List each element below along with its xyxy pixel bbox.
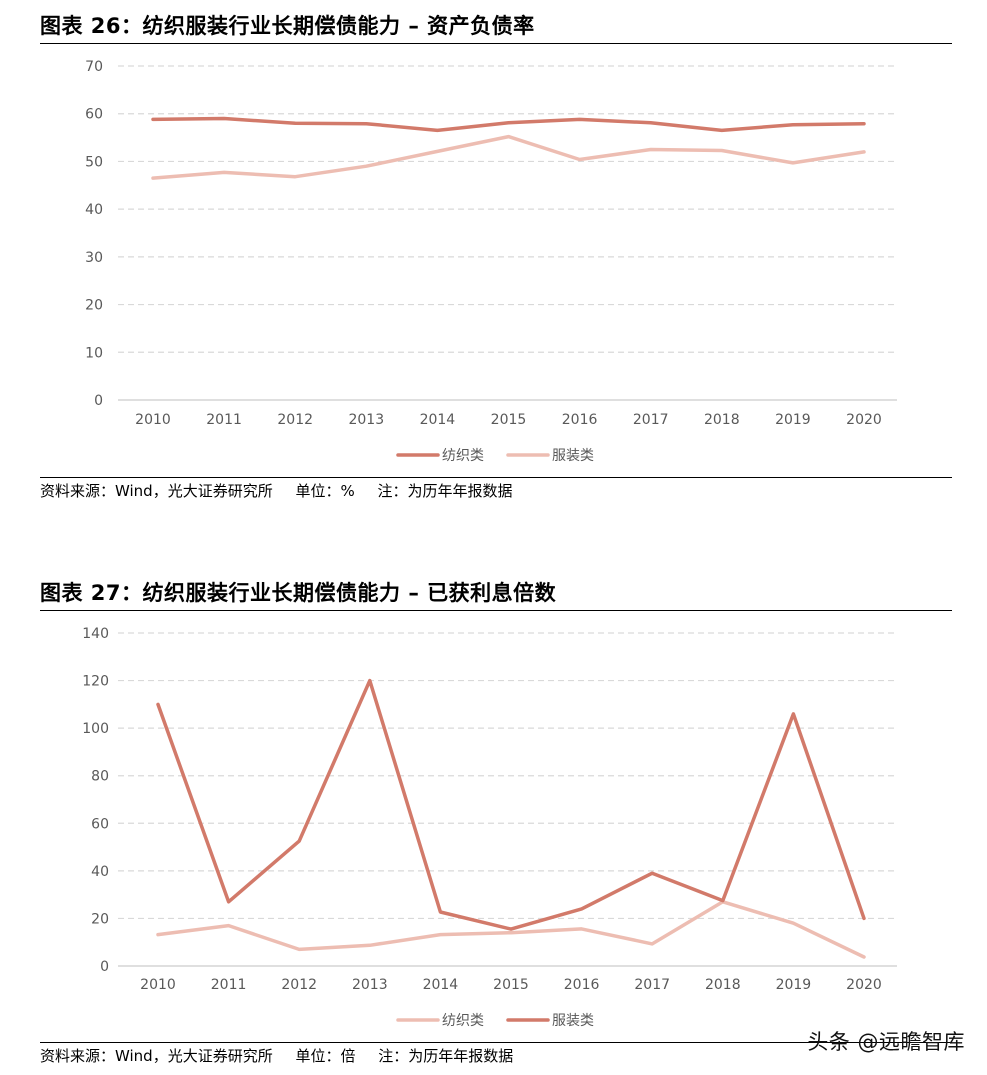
legend-label: 服装类 bbox=[552, 448, 594, 464]
x-tick-label: 2015 bbox=[493, 977, 529, 993]
x-tick-label: 2010 bbox=[140, 977, 176, 993]
x-tick-label: 2014 bbox=[423, 977, 459, 993]
x-tick-label: 2011 bbox=[206, 412, 242, 428]
series-line-apparel bbox=[151, 134, 866, 180]
y-tick-label: 30 bbox=[85, 250, 103, 266]
x-tick-label: 2010 bbox=[135, 412, 171, 428]
y-tick-label: 120 bbox=[82, 674, 109, 690]
x-tick-label: 2017 bbox=[634, 977, 670, 993]
figure-27-source-line: 资料来源：Wind，光大证券研究所 单位：倍 注：为历年年报数据 bbox=[40, 1045, 531, 1066]
figure-27-title: 图表 27：纺织服装行业长期偿债能力 – 已获利息倍数 bbox=[40, 581, 557, 605]
chart-interest-coverage: 0 20 40 60 80 100 120 140 2010 2011 2012 2013 2014 20… bbox=[82, 626, 897, 1029]
x-tick-label: 2018 bbox=[704, 412, 740, 428]
figure-27-note: 注：为历年年报数据 bbox=[378, 1047, 514, 1065]
y-tick-label: 100 bbox=[82, 721, 109, 737]
x-tick-label: 2016 bbox=[564, 977, 600, 993]
x-tick-label: 2013 bbox=[352, 977, 388, 993]
series-line-textile bbox=[151, 116, 866, 133]
y-tick-label: 0 bbox=[100, 959, 109, 975]
y-tick-label: 40 bbox=[91, 864, 109, 880]
figure-26-source-rule bbox=[40, 477, 952, 478]
x-tick-label: 2015 bbox=[491, 412, 527, 428]
y-tick-label: 80 bbox=[91, 769, 109, 785]
y-tick-label: 140 bbox=[82, 626, 109, 642]
series-line-apparel bbox=[156, 678, 866, 931]
figure-26-title-rule bbox=[40, 43, 952, 44]
x-tick-label: 2011 bbox=[211, 977, 247, 993]
x-tick-label: 2017 bbox=[633, 412, 669, 428]
figure-26-source: 资料来源：Wind，光大证券研究所 bbox=[40, 482, 273, 500]
x-tick-label: 2018 bbox=[705, 977, 741, 993]
chart-debt-ratio: 0 10 20 30 40 50 60 70 2010 2011 2012 2013 2014 2015 2… bbox=[85, 59, 897, 464]
x-tick-label: 2013 bbox=[348, 412, 384, 428]
legend-label: 纺织类 bbox=[442, 1013, 484, 1029]
figure-27-unit: 单位：倍 bbox=[295, 1047, 356, 1065]
figure-26-title: 图表 26：纺织服装行业长期偿债能力 – 资产负债率 bbox=[40, 14, 535, 38]
x-tick-label: 2014 bbox=[420, 412, 456, 428]
y-tick-label: 60 bbox=[85, 107, 103, 123]
x-tick-label: 2019 bbox=[775, 412, 811, 428]
x-tick-label: 2020 bbox=[846, 977, 882, 993]
legend-label: 纺织类 bbox=[442, 448, 484, 464]
figure-26-note: 注：为历年年报数据 bbox=[377, 482, 513, 500]
x-tick-label: 2012 bbox=[281, 977, 317, 993]
figure-26-source-line: 资料来源：Wind，光大证券研究所 单位：% 注：为历年年报数据 bbox=[40, 480, 531, 501]
figure-27-source: 资料来源：Wind，光大证券研究所 bbox=[40, 1047, 273, 1065]
x-tick-label: 2016 bbox=[562, 412, 598, 428]
y-tick-label: 0 bbox=[94, 393, 103, 409]
x-tick-label: 2019 bbox=[776, 977, 812, 993]
y-tick-label: 20 bbox=[91, 911, 109, 927]
y-tick-label: 60 bbox=[91, 816, 109, 832]
y-tick-label: 40 bbox=[85, 202, 103, 218]
y-tick-label: 70 bbox=[85, 59, 103, 75]
figure-27-source-rule bbox=[40, 1042, 952, 1043]
y-tick-label: 50 bbox=[85, 154, 103, 170]
y-tick-label: 20 bbox=[85, 298, 103, 314]
x-tick-label: 2012 bbox=[277, 412, 313, 428]
figure-26-unit: 单位：% bbox=[295, 482, 355, 500]
figure-27-title-rule bbox=[40, 610, 952, 611]
y-tick-label: 10 bbox=[85, 345, 103, 361]
watermark: 头条 @远瞻智库 bbox=[807, 1030, 965, 1054]
x-tick-label: 2020 bbox=[846, 412, 882, 428]
legend-label: 服装类 bbox=[552, 1013, 594, 1029]
